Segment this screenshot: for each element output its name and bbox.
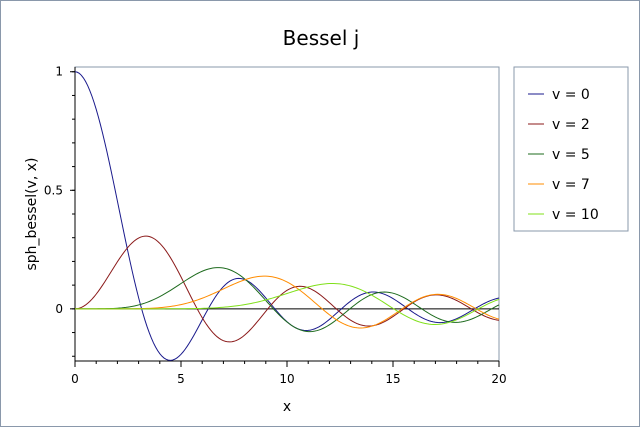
legend-label: v = 0 xyxy=(552,87,590,103)
legend-label: v = 2 xyxy=(552,117,590,133)
y-tick-label: 0 xyxy=(55,302,63,316)
x-axis-label: x xyxy=(283,399,291,415)
x-tick-label: 20 xyxy=(491,372,506,386)
y-tick-label: 0.5 xyxy=(44,183,63,197)
x-tick-label: 10 xyxy=(279,372,294,386)
series-line xyxy=(75,267,500,333)
x-tick-label: 0 xyxy=(71,372,79,386)
chart-title: Bessel j xyxy=(283,26,360,50)
legend-items: v = 0 v = 2 v = 5 v = 7 v = 10 xyxy=(528,87,599,223)
y-tick-label: 1 xyxy=(55,65,63,79)
x-tick-label: 5 xyxy=(177,372,185,386)
legend-label: v = 5 xyxy=(552,147,590,163)
x-tick-label: 15 xyxy=(385,372,400,386)
series-line xyxy=(75,283,500,325)
legend-label: v = 7 xyxy=(552,177,590,193)
y-axis-label: sph_bessel(v, x) xyxy=(24,157,40,270)
plot-area xyxy=(74,66,500,362)
series-lines xyxy=(74,71,500,361)
legend-label: v = 10 xyxy=(552,207,599,223)
